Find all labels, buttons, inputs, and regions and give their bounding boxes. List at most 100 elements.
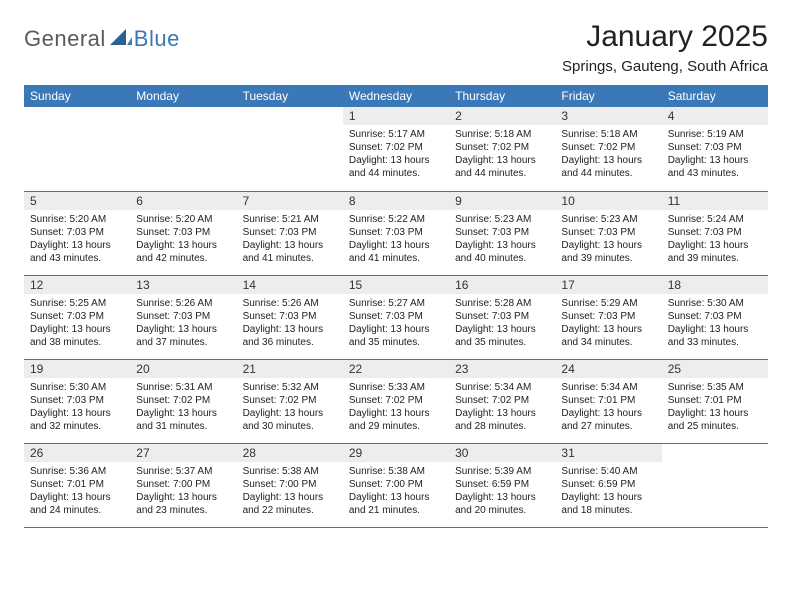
day-details: Sunrise: 5:24 AMSunset: 7:03 PMDaylight:… <box>662 210 768 269</box>
day-detail-line: Daylight: 13 hours <box>561 407 655 420</box>
calendar-cell: 22Sunrise: 5:33 AMSunset: 7:02 PMDayligh… <box>343 359 449 443</box>
day-detail-line: Daylight: 13 hours <box>455 154 549 167</box>
calendar-row: 5Sunrise: 5:20 AMSunset: 7:03 PMDaylight… <box>24 191 768 275</box>
day-number: 30 <box>449 444 555 462</box>
calendar-cell: 5Sunrise: 5:20 AMSunset: 7:03 PMDaylight… <box>24 191 130 275</box>
day-number: 18 <box>662 276 768 294</box>
day-number: 10 <box>555 192 661 210</box>
calendar-cell: 24Sunrise: 5:34 AMSunset: 7:01 PMDayligh… <box>555 359 661 443</box>
day-detail-line: Sunset: 7:03 PM <box>30 394 124 407</box>
day-detail-line: Sunrise: 5:38 AM <box>243 465 337 478</box>
day-number: 6 <box>130 192 236 210</box>
day-detail-line: Daylight: 13 hours <box>668 239 762 252</box>
day-detail-line: Sunset: 7:02 PM <box>243 394 337 407</box>
day-detail-line: and 25 minutes. <box>668 420 762 433</box>
day-number: 7 <box>237 192 343 210</box>
day-detail-line: Sunrise: 5:34 AM <box>561 381 655 394</box>
weekday-header: Sunday <box>24 85 130 107</box>
day-number: 17 <box>555 276 661 294</box>
day-detail-line: Sunrise: 5:31 AM <box>136 381 230 394</box>
day-detail-line: and 29 minutes. <box>349 420 443 433</box>
day-details: Sunrise: 5:39 AMSunset: 6:59 PMDaylight:… <box>449 462 555 521</box>
calendar-cell: 3Sunrise: 5:18 AMSunset: 7:02 PMDaylight… <box>555 107 661 191</box>
day-detail-line: Sunset: 6:59 PM <box>455 478 549 491</box>
day-detail-line: Sunset: 7:01 PM <box>668 394 762 407</box>
day-detail-line: and 37 minutes. <box>136 336 230 349</box>
logo-text-general: General <box>24 26 106 52</box>
day-detail-line: Sunrise: 5:18 AM <box>561 128 655 141</box>
calendar-cell: 2Sunrise: 5:18 AMSunset: 7:02 PMDaylight… <box>449 107 555 191</box>
day-details: Sunrise: 5:17 AMSunset: 7:02 PMDaylight:… <box>343 125 449 184</box>
calendar-cell: 31Sunrise: 5:40 AMSunset: 6:59 PMDayligh… <box>555 443 661 527</box>
logo: General Blue <box>24 26 180 52</box>
weekday-header: Friday <box>555 85 661 107</box>
logo-text-blue: Blue <box>134 26 180 52</box>
day-detail-line: and 21 minutes. <box>349 504 443 517</box>
day-number: 4 <box>662 107 768 125</box>
day-number: 15 <box>343 276 449 294</box>
day-number: 23 <box>449 360 555 378</box>
day-detail-line: and 22 minutes. <box>243 504 337 517</box>
day-detail-line: Sunset: 7:02 PM <box>561 141 655 154</box>
day-detail-line: Sunrise: 5:39 AM <box>455 465 549 478</box>
day-detail-line: and 23 minutes. <box>136 504 230 517</box>
day-number: 9 <box>449 192 555 210</box>
day-detail-line: Sunset: 7:01 PM <box>30 478 124 491</box>
day-details: Sunrise: 5:23 AMSunset: 7:03 PMDaylight:… <box>555 210 661 269</box>
calendar-cell: 11Sunrise: 5:24 AMSunset: 7:03 PMDayligh… <box>662 191 768 275</box>
day-detail-line: Sunset: 7:03 PM <box>561 226 655 239</box>
day-detail-line: Daylight: 13 hours <box>349 323 443 336</box>
day-number: 1 <box>343 107 449 125</box>
calendar-header-row: SundayMondayTuesdayWednesdayThursdayFrid… <box>24 85 768 107</box>
calendar-cell: 7Sunrise: 5:21 AMSunset: 7:03 PMDaylight… <box>237 191 343 275</box>
day-detail-line: and 44 minutes. <box>455 167 549 180</box>
day-details: Sunrise: 5:26 AMSunset: 7:03 PMDaylight:… <box>237 294 343 353</box>
day-details: Sunrise: 5:27 AMSunset: 7:03 PMDaylight:… <box>343 294 449 353</box>
day-number: 14 <box>237 276 343 294</box>
weekday-header: Saturday <box>662 85 768 107</box>
day-detail-line: and 43 minutes. <box>30 252 124 265</box>
day-detail-line: Sunrise: 5:27 AM <box>349 297 443 310</box>
calendar-cell: 14Sunrise: 5:26 AMSunset: 7:03 PMDayligh… <box>237 275 343 359</box>
calendar-row: 26Sunrise: 5:36 AMSunset: 7:01 PMDayligh… <box>24 443 768 527</box>
day-details: Sunrise: 5:20 AMSunset: 7:03 PMDaylight:… <box>130 210 236 269</box>
calendar-cell: 9Sunrise: 5:23 AMSunset: 7:03 PMDaylight… <box>449 191 555 275</box>
day-number: 28 <box>237 444 343 462</box>
page-subtitle: Springs, Gauteng, South Africa <box>562 58 768 75</box>
day-details: Sunrise: 5:30 AMSunset: 7:03 PMDaylight:… <box>24 378 130 437</box>
day-details: Sunrise: 5:23 AMSunset: 7:03 PMDaylight:… <box>449 210 555 269</box>
day-number: 27 <box>130 444 236 462</box>
day-details: Sunrise: 5:34 AMSunset: 7:01 PMDaylight:… <box>555 378 661 437</box>
day-detail-line: Sunrise: 5:30 AM <box>30 381 124 394</box>
day-details: Sunrise: 5:33 AMSunset: 7:02 PMDaylight:… <box>343 378 449 437</box>
calendar-cell: 16Sunrise: 5:28 AMSunset: 7:03 PMDayligh… <box>449 275 555 359</box>
header: General Blue January 2025 Springs, Gaute… <box>24 20 768 75</box>
day-detail-line: Daylight: 13 hours <box>243 323 337 336</box>
day-detail-line: and 39 minutes. <box>668 252 762 265</box>
day-detail-line: Daylight: 13 hours <box>30 239 124 252</box>
day-detail-line: Sunrise: 5:19 AM <box>668 128 762 141</box>
day-detail-line: Sunrise: 5:20 AM <box>136 213 230 226</box>
day-detail-line: Daylight: 13 hours <box>349 239 443 252</box>
day-detail-line: Daylight: 13 hours <box>30 323 124 336</box>
calendar-cell: 13Sunrise: 5:26 AMSunset: 7:03 PMDayligh… <box>130 275 236 359</box>
day-number: 24 <box>555 360 661 378</box>
day-number: 12 <box>24 276 130 294</box>
day-details: Sunrise: 5:20 AMSunset: 7:03 PMDaylight:… <box>24 210 130 269</box>
day-detail-line: Sunset: 6:59 PM <box>561 478 655 491</box>
day-details: Sunrise: 5:22 AMSunset: 7:03 PMDaylight:… <box>343 210 449 269</box>
day-number: 13 <box>130 276 236 294</box>
day-detail-line: Sunset: 7:02 PM <box>349 394 443 407</box>
calendar-cell: 30Sunrise: 5:39 AMSunset: 6:59 PMDayligh… <box>449 443 555 527</box>
calendar-cell: 20Sunrise: 5:31 AMSunset: 7:02 PMDayligh… <box>130 359 236 443</box>
day-detail-line: Daylight: 13 hours <box>668 323 762 336</box>
day-detail-line: Sunrise: 5:25 AM <box>30 297 124 310</box>
calendar-cell <box>237 107 343 191</box>
day-number: 16 <box>449 276 555 294</box>
day-detail-line: and 42 minutes. <box>136 252 230 265</box>
day-detail-line: Daylight: 13 hours <box>136 407 230 420</box>
day-detail-line: Daylight: 13 hours <box>349 407 443 420</box>
calendar-cell: 29Sunrise: 5:38 AMSunset: 7:00 PMDayligh… <box>343 443 449 527</box>
calendar-cell: 10Sunrise: 5:23 AMSunset: 7:03 PMDayligh… <box>555 191 661 275</box>
calendar-cell: 25Sunrise: 5:35 AMSunset: 7:01 PMDayligh… <box>662 359 768 443</box>
